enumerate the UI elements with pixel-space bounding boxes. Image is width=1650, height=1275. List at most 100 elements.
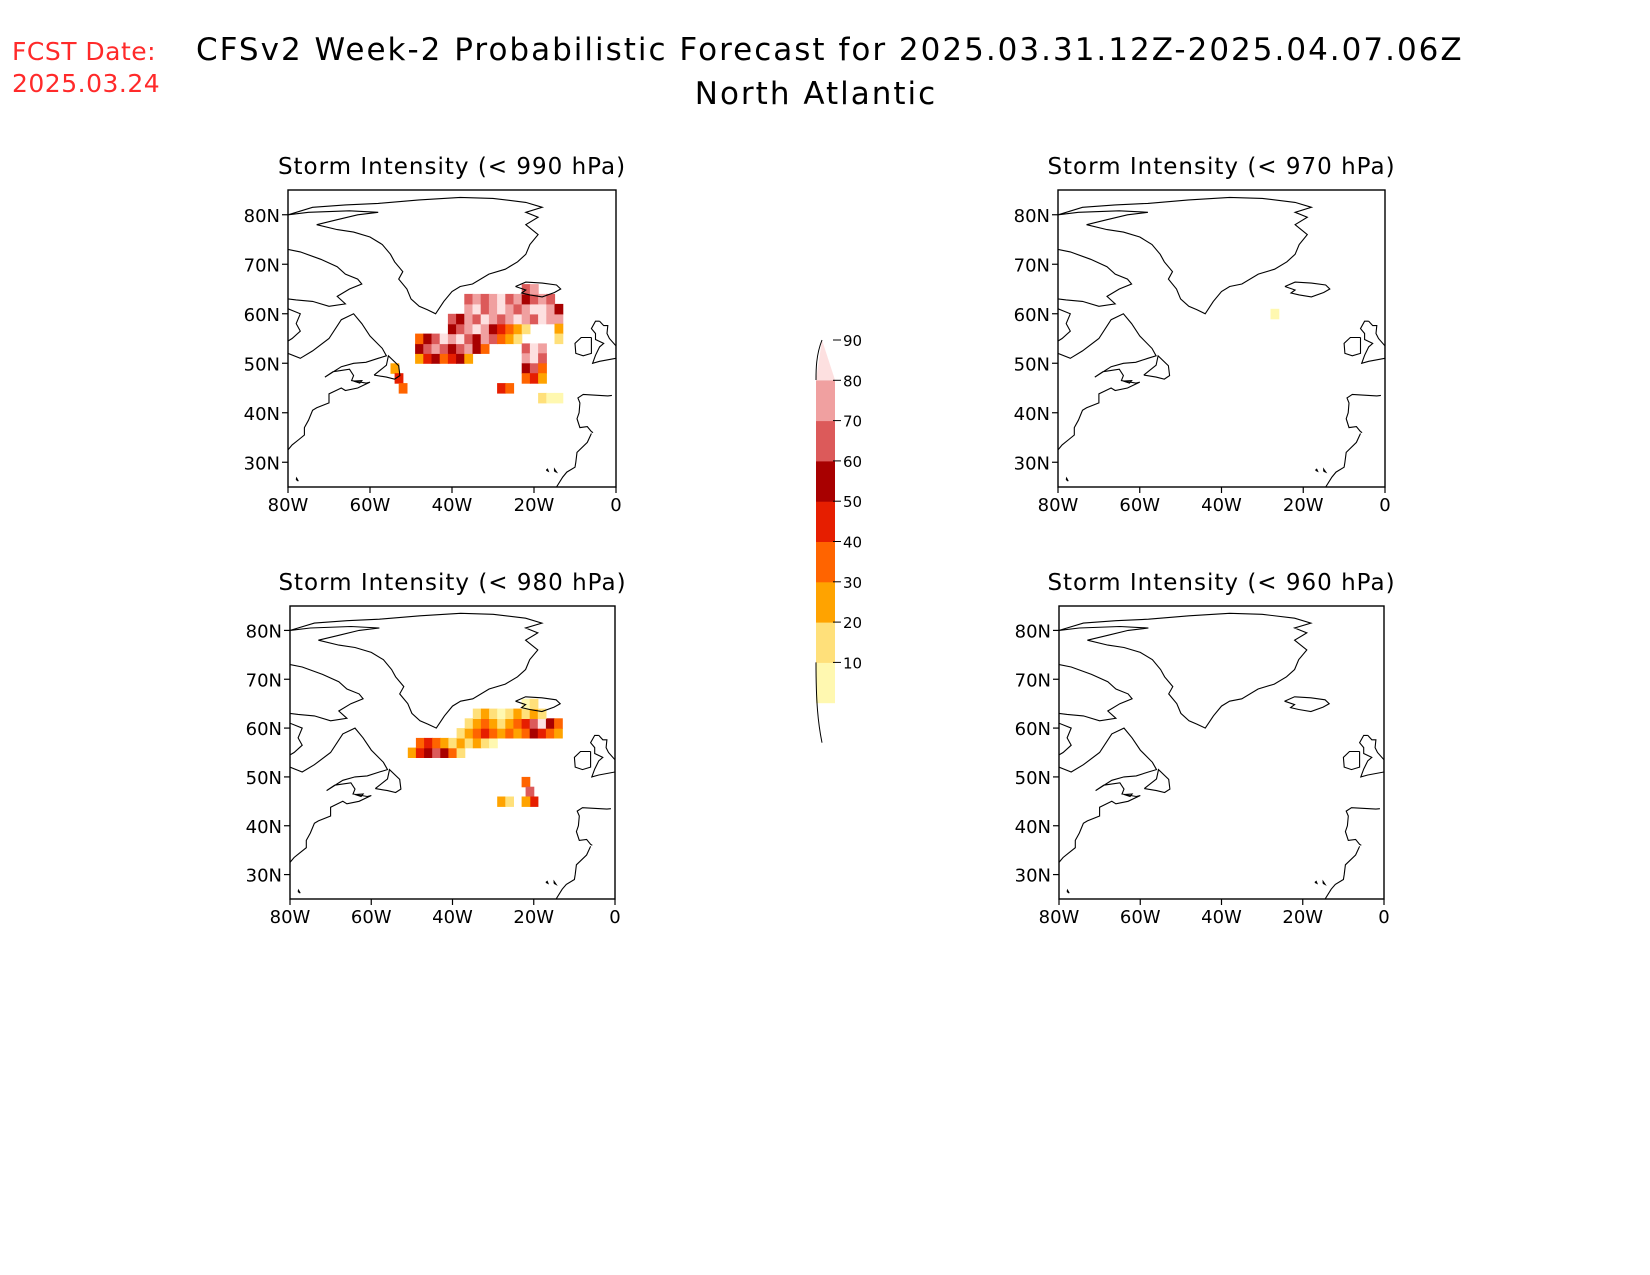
lon-tick-label: 80W <box>270 907 311 928</box>
map-frame <box>1057 189 1386 488</box>
lon-tick-label: 20W <box>1283 495 1324 516</box>
probability-cell <box>554 728 563 739</box>
colorbar-label: 50 <box>843 493 862 511</box>
colorbar-label: 80 <box>843 372 862 390</box>
lon-tick-label: 0 <box>609 907 620 928</box>
lat-tick-label: 30N <box>244 453 280 474</box>
panel-title: Storm Intensity (< 980 hPa) <box>278 570 626 596</box>
coastline <box>576 393 612 434</box>
colorbar-label: 70 <box>843 413 862 431</box>
coastline <box>1059 664 1133 722</box>
lat-tick-label: 50N <box>246 768 282 789</box>
coastline <box>1143 768 1171 794</box>
probability-cell <box>489 728 498 739</box>
coastline <box>1359 320 1385 365</box>
probability-cell <box>447 313 457 325</box>
colorbar-swatch <box>816 581 835 623</box>
probability-cell <box>480 737 490 749</box>
probability-cell <box>538 303 547 315</box>
probability-cell <box>521 343 531 354</box>
probability-cell <box>472 708 482 719</box>
probability-cell <box>529 313 539 325</box>
lat-tick-label: 80N <box>1015 621 1051 642</box>
probability-cell <box>447 333 457 345</box>
coastline <box>288 196 545 315</box>
probability-cell <box>521 323 531 335</box>
probability-cell <box>505 313 515 325</box>
probability-cell <box>497 383 506 394</box>
coastline <box>1345 393 1381 434</box>
coastline <box>555 846 592 899</box>
lon-tick-label: 40W <box>432 495 473 516</box>
probability-cell <box>513 303 523 315</box>
probability-cell <box>488 323 498 335</box>
probability-cell <box>546 293 556 305</box>
colorbar: 10 20 30 40 50 60 70 80 90 <box>815 332 862 743</box>
probability-cell <box>456 323 465 335</box>
probability-cell <box>521 373 531 384</box>
coastline <box>1058 248 1133 307</box>
probability-cell <box>529 343 539 354</box>
lon-tick-label: 80W <box>268 495 309 516</box>
probability-cell <box>464 737 474 749</box>
colorbar-label: 30 <box>843 574 862 592</box>
probability-cell <box>415 737 425 749</box>
probability-cell <box>529 373 539 384</box>
probability-cell <box>505 728 514 739</box>
coastline <box>545 468 550 473</box>
lat-tick-label: 60N <box>246 719 282 740</box>
colorbar-arrow-edge <box>815 339 823 381</box>
lat-tick-label: 30N <box>1014 453 1050 474</box>
probability-cell <box>472 323 482 335</box>
probability-cell <box>513 718 523 729</box>
probability-cell <box>554 392 564 404</box>
probability-cell <box>488 333 498 345</box>
probability-cell <box>529 303 539 315</box>
lat-tick-label: 60N <box>1014 305 1050 326</box>
lat-tick-label: 70N <box>1015 670 1051 691</box>
coastline <box>1065 476 1069 482</box>
probability-cell <box>480 728 490 739</box>
probability-cell <box>456 747 466 758</box>
coastline <box>1143 354 1171 380</box>
coastline <box>1284 696 1331 713</box>
probability-cell <box>521 698 531 710</box>
lat-tick-label: 80N <box>246 621 282 642</box>
lat-tick-label: 40N <box>246 817 282 838</box>
probability-cell <box>472 293 482 305</box>
probability-cell <box>505 708 514 719</box>
probability-cell <box>537 708 547 719</box>
probability-cell <box>521 708 531 719</box>
probability-cell <box>546 313 556 325</box>
probability-cell <box>554 313 564 325</box>
probability-cell <box>529 718 539 729</box>
probability-cell <box>521 313 531 325</box>
probability-cell <box>456 353 465 364</box>
probability-cell <box>464 303 474 315</box>
probability-cell <box>464 718 474 729</box>
coastline <box>1059 612 1313 729</box>
probability-cell <box>447 323 457 335</box>
map-panel-p990: Storm Intensity (< 990 hPa) 80N 70N 60N 50N 4… <box>244 154 625 516</box>
probability-cell <box>525 786 535 798</box>
probability-cell <box>521 284 531 295</box>
lon-tick-label: 0 <box>1378 907 1389 928</box>
probability-cell <box>488 313 498 325</box>
probability-cell <box>456 737 466 749</box>
probability-cell <box>505 333 515 345</box>
lat-tick-label: 40N <box>1014 404 1050 425</box>
probability-cell <box>505 383 515 394</box>
probability-cell <box>545 728 555 739</box>
probability-cell <box>489 737 498 749</box>
lat-tick-label: 40N <box>244 404 280 425</box>
probability-cell <box>521 796 531 807</box>
probability-cell <box>521 363 531 374</box>
probability-cell <box>456 343 465 354</box>
probability-cell <box>497 796 506 807</box>
probability-cell <box>472 718 482 729</box>
probability-cell <box>472 333 482 345</box>
probability-cell <box>529 728 539 739</box>
probability-cell <box>415 353 424 364</box>
probability-cell <box>472 737 482 749</box>
